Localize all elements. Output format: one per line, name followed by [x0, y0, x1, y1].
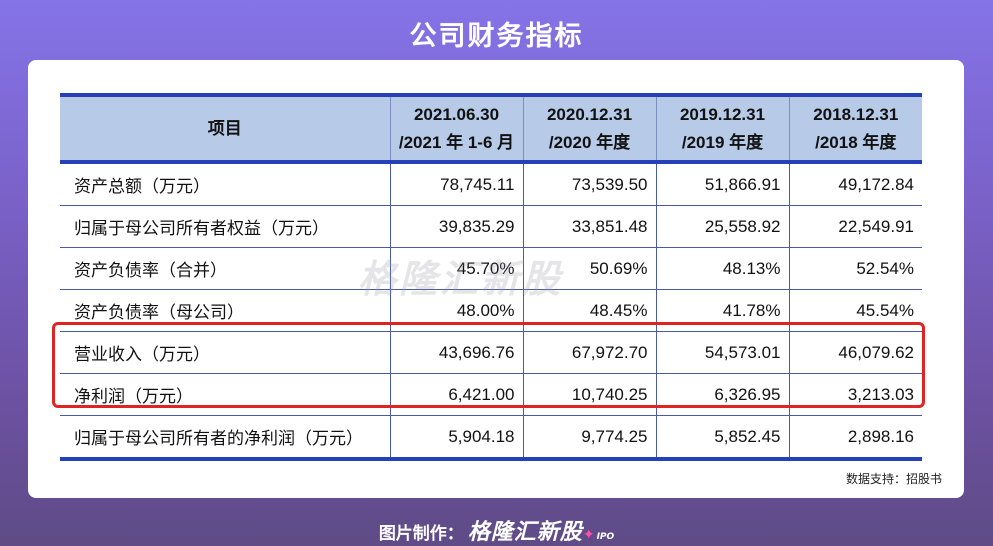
header-col-2019: 2019.12.31 /2019 年度: [655, 93, 789, 164]
cell-value: 41.78%: [655, 289, 789, 332]
header-col-2018: 2018.12.31 /2018 年度: [788, 93, 922, 164]
spark-icon: ✦: [582, 527, 595, 543]
cell-value: 46,079.62: [788, 331, 922, 374]
cell-value: 2,898.16: [788, 415, 922, 461]
cell-value: 6,421.00: [389, 373, 523, 416]
cell-value: 50.69%: [522, 247, 656, 290]
table-row-debt-ratio-parent: 资产负债率（母公司） 48.00% 48.45% 41.78% 45.54%: [60, 289, 922, 332]
header-col-2021h1: 2021.06.30 /2021 年 1-6 月: [389, 93, 523, 164]
table-row-revenue: 营业收入（万元） 43,696.76 67,972.70 54,573.01 4…: [60, 331, 922, 374]
page-title: 公司财务指标: [409, 21, 584, 52]
cell-value: 6,326.95: [655, 373, 789, 416]
row-label: 净利润（万元）: [60, 373, 390, 416]
data-source-note: 数据支持：招股书: [845, 472, 942, 486]
cell-value: 48.13%: [655, 247, 789, 290]
header-col-2020: 2020.12.31 /2020 年度: [522, 93, 656, 164]
table-row-total-assets: 资产总额（万元） 78,745.11 73,539.50 51,866.91 4…: [60, 162, 922, 206]
footer-credit: 图片制作： 格隆汇新股✦ IPO: [0, 514, 993, 546]
cell-value: 22,549.91: [788, 205, 922, 248]
footer-prefix: 图片制作：: [378, 524, 464, 544]
cell-value: 45.54%: [788, 289, 922, 332]
cell-value: 9,774.25: [522, 415, 656, 461]
row-label: 归属于母公司所有者权益（万元）: [60, 205, 390, 248]
cell-value: 78,745.11: [389, 162, 523, 206]
cell-value: 5,904.18: [389, 415, 523, 461]
cell-value: 54,573.01: [655, 331, 789, 374]
footer-brand-logo: 格隆汇新股: [467, 520, 583, 545]
cell-value: 5,852.45: [655, 415, 789, 461]
row-label: 资产总额（万元）: [60, 162, 390, 206]
table-card: 项目 2021.06.30 /2021 年 1-6 月 2020.12.31 /…: [28, 60, 964, 498]
cell-value: 45.70%: [389, 247, 523, 290]
table-header-row: 项目 2021.06.30 /2021 年 1-6 月 2020.12.31 /…: [60, 93, 922, 164]
cell-value: 33,851.48: [522, 205, 656, 248]
cell-value: 10,740.25: [522, 373, 656, 416]
cell-value: 67,972.70: [522, 331, 656, 374]
cell-value: 48.00%: [389, 289, 523, 332]
footer-ipo: IPO: [596, 532, 615, 542]
row-label: 归属于母公司所有者的净利润（万元）: [60, 415, 390, 461]
financial-table: 项目 2021.06.30 /2021 年 1-6 月 2020.12.31 /…: [60, 93, 922, 461]
table-row-parent-equity: 归属于母公司所有者权益（万元） 39,835.29 33,851.48 25,5…: [60, 205, 922, 248]
cell-value: 52.54%: [788, 247, 922, 290]
cell-value: 73,539.50: [522, 162, 656, 206]
table-row-net-profit: 净利润（万元） 6,421.00 10,740.25 6,326.95 3,21…: [60, 373, 922, 416]
cell-value: 3,213.03: [788, 373, 922, 416]
cell-value: 43,696.76: [389, 331, 523, 374]
row-label: 资产负债率（母公司）: [60, 289, 390, 332]
row-label: 资产负债率（合并）: [60, 247, 390, 290]
table-row-parent-net-profit: 归属于母公司所有者的净利润（万元） 5,904.18 9,774.25 5,85…: [60, 415, 922, 461]
cell-value: 51,866.91: [655, 162, 789, 206]
row-label: 营业收入（万元）: [60, 331, 390, 374]
table-row-debt-ratio-consolidated: 资产负债率（合并） 45.70% 50.69% 48.13% 52.54%: [60, 247, 922, 290]
cell-value: 39,835.29: [389, 205, 523, 248]
cell-value: 48.45%: [522, 289, 656, 332]
cell-value: 25,558.92: [655, 205, 789, 248]
cell-value: 49,172.84: [788, 162, 922, 206]
header-item: 项目: [60, 93, 390, 164]
